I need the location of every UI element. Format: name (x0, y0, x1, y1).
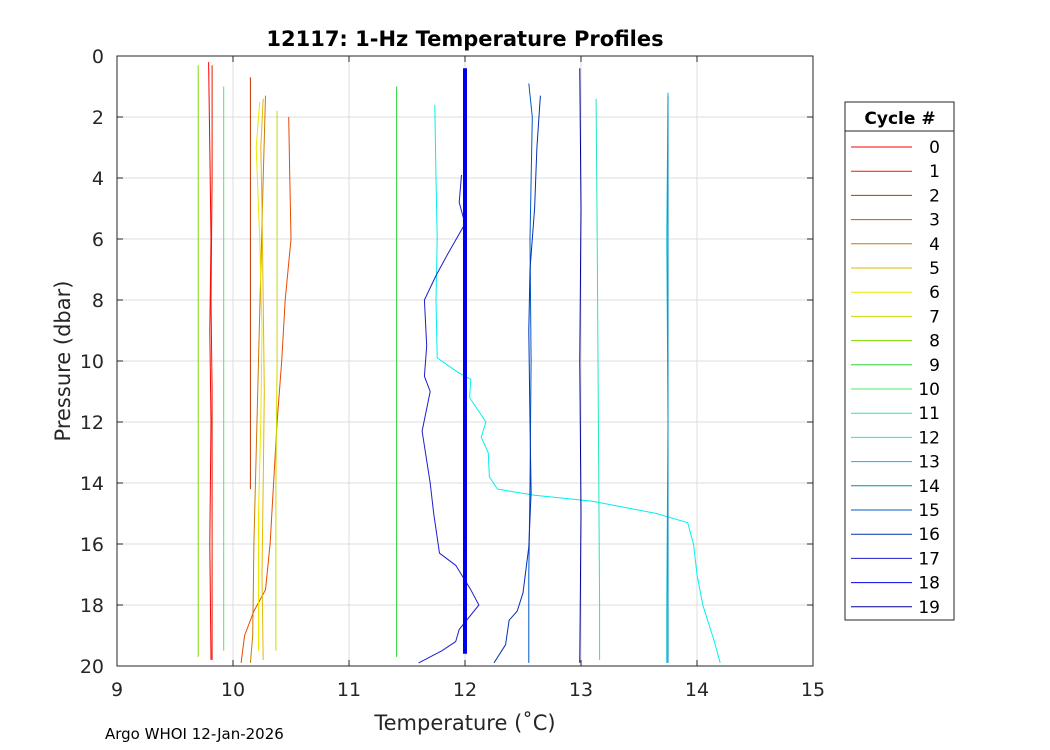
legend-label-cycle-16: 16 (918, 525, 940, 545)
footer-credit: Argo WHOI 12-Jan-2026 (105, 725, 284, 743)
y-tick-label: 10 (80, 351, 104, 373)
legend-label-cycle-3: 3 (929, 211, 940, 231)
series-layer (197, 62, 721, 664)
x-axis-label: Temperature (˚C) (373, 711, 555, 735)
series-line-cycle-17 (418, 174, 480, 664)
x-tick-label: 10 (221, 679, 245, 701)
y-tick-label: 2 (92, 107, 104, 129)
legend-label-cycle-10: 10 (918, 380, 940, 400)
legend-label-cycle-11: 11 (918, 404, 940, 424)
legend-label-cycle-2: 2 (929, 186, 940, 206)
series-line-cycle-12 (434, 104, 721, 664)
x-tick-label: 15 (801, 679, 825, 701)
series-line-cycle-6 (255, 101, 263, 651)
legend-label-cycle-18: 18 (918, 574, 940, 594)
chart-title: 12117: 1-Hz Temperature Profiles (266, 27, 663, 51)
x-tick-label: 13 (569, 679, 593, 701)
y-tick-label: 14 (80, 473, 104, 495)
legend-label-cycle-17: 17 (918, 549, 940, 569)
x-tick-label: 9 (111, 679, 123, 701)
x-tick-label: 12 (453, 679, 477, 701)
y-tick-label: 4 (92, 168, 104, 190)
y-tick-label: 20 (80, 656, 104, 678)
y-axis-label: Pressure (dbar) (51, 281, 75, 442)
legend-label-cycle-0: 0 (929, 138, 940, 158)
y-tick-label: 16 (80, 534, 104, 556)
series-line-cycle-16 (493, 95, 541, 664)
y-tick-label: 8 (92, 290, 104, 312)
y-tick-label: 18 (80, 595, 104, 617)
legend-label-cycle-14: 14 (918, 477, 940, 497)
legend-title: Cycle # (864, 109, 935, 129)
legend-label-cycle-12: 12 (918, 428, 940, 448)
legend-label-cycle-9: 9 (929, 356, 940, 376)
y-tick-label: 6 (92, 229, 104, 251)
legend-label-cycle-13: 13 (918, 453, 940, 473)
series-line-cycle-11 (595, 98, 601, 660)
axis-ticks: 9 10 11 12 13 14 15 0 2 4 6 8 10 12 14 16 18 20 (80, 46, 825, 701)
legend-label-cycle-1: 1 (929, 162, 940, 182)
series-line-cycle-15 (528, 83, 533, 663)
legend-label-cycle-6: 6 (929, 283, 940, 303)
legend-label-cycle-8: 8 (929, 332, 940, 352)
series-line-cycle-7 (275, 110, 278, 651)
legend-label-cycle-19: 19 (918, 598, 940, 618)
y-tick-label: 0 (92, 46, 104, 68)
legend-label-cycle-5: 5 (929, 259, 940, 279)
legend-label-cycle-15: 15 (918, 501, 940, 521)
series-line-cycle-1 (210, 65, 213, 660)
series-line-cycle-4 (249, 95, 266, 663)
y-tick-label: 12 (80, 412, 104, 434)
series-line-cycle-19 (579, 68, 582, 663)
x-tick-label: 14 (685, 679, 709, 701)
legend-box (844, 101, 955, 621)
legend-label-cycle-7: 7 (929, 307, 940, 327)
series-line-cycle-3 (240, 116, 292, 663)
series-line-cycle-0 (208, 62, 212, 660)
x-tick-label: 11 (337, 679, 361, 701)
legend-label-cycle-4: 4 (929, 235, 940, 255)
series-line-cycle-5 (260, 98, 265, 660)
